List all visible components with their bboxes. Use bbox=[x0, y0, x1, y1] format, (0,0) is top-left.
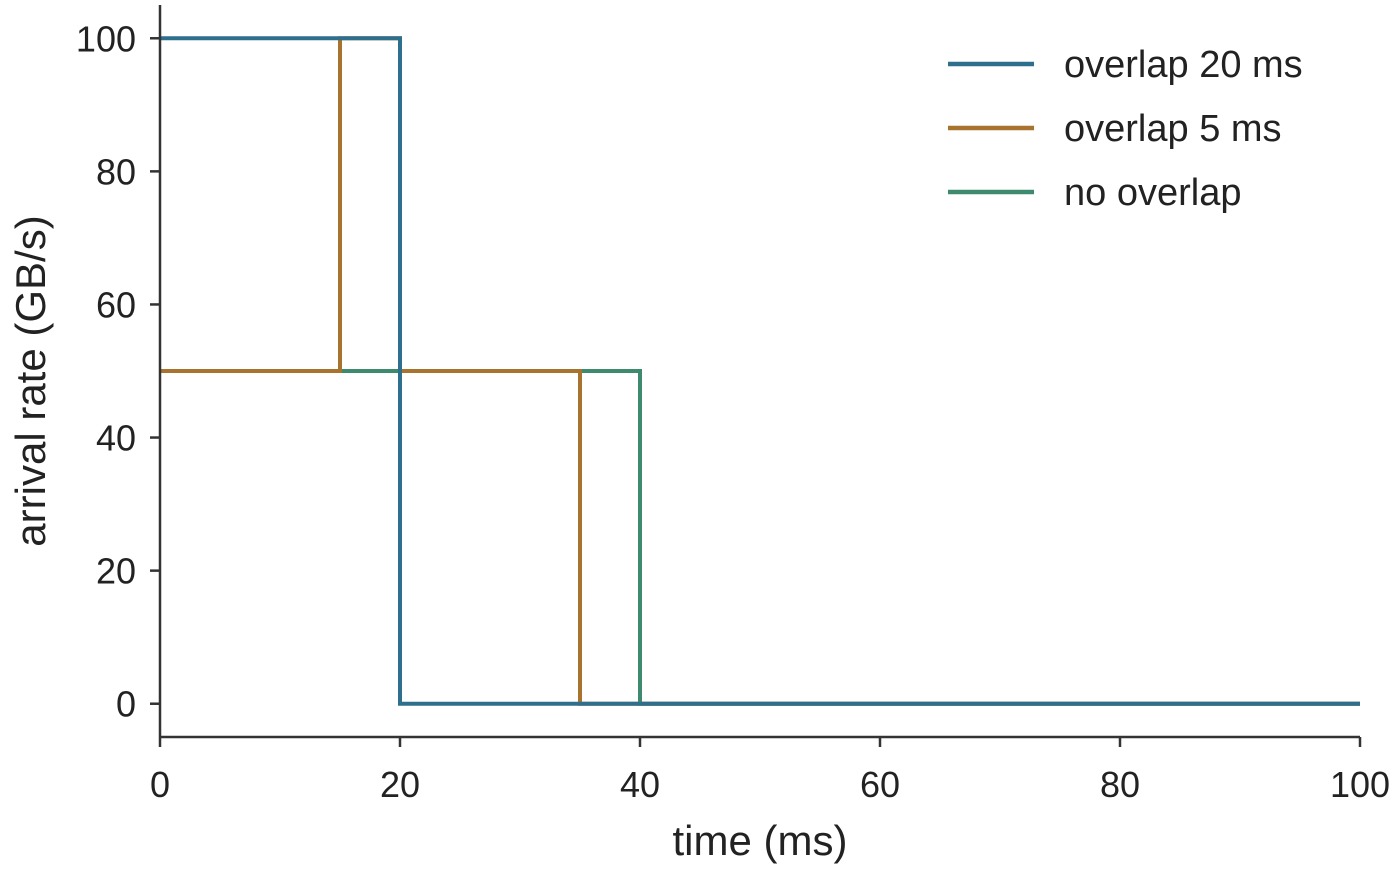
legend-label: overlap 20 ms bbox=[1064, 44, 1303, 86]
legend-item: no overlap bbox=[948, 172, 1241, 214]
x-tick-label: 60 bbox=[860, 764, 900, 805]
y-axis-title: arrival rate (GB/s) bbox=[7, 215, 54, 546]
y-tick-label: 40 bbox=[96, 418, 136, 459]
x-axis-title: time (ms) bbox=[673, 817, 848, 864]
x-tick-label: 20 bbox=[380, 764, 420, 805]
y-tick-label: 60 bbox=[96, 284, 136, 325]
legend-label: overlap 5 ms bbox=[1064, 108, 1282, 150]
legend-item: overlap 20 ms bbox=[948, 44, 1303, 86]
x-tick-label: 0 bbox=[150, 764, 170, 805]
y-tick-label: 100 bbox=[76, 18, 136, 59]
series-layer bbox=[160, 36, 1360, 706]
legend: overlap 20 ms overlap 5 ms no overlap bbox=[948, 44, 1303, 214]
legend-item: overlap 5 ms bbox=[948, 108, 1282, 150]
x-tick-label: 80 bbox=[1100, 764, 1140, 805]
legend-label: no overlap bbox=[1064, 172, 1241, 214]
ticks-layer: 0 20 40 60 80 100 0 20 40 60 80 100 bbox=[76, 18, 1390, 805]
y-tick-label: 80 bbox=[96, 151, 136, 192]
x-tick-label: 40 bbox=[620, 764, 660, 805]
axes-layer bbox=[158, 5, 1360, 739]
y-tick-label: 0 bbox=[116, 684, 136, 725]
x-tick-label: 100 bbox=[1330, 764, 1390, 805]
y-tick-label: 20 bbox=[96, 551, 136, 592]
series-line-1 bbox=[160, 36, 1360, 706]
series-line-3 bbox=[160, 369, 1360, 706]
